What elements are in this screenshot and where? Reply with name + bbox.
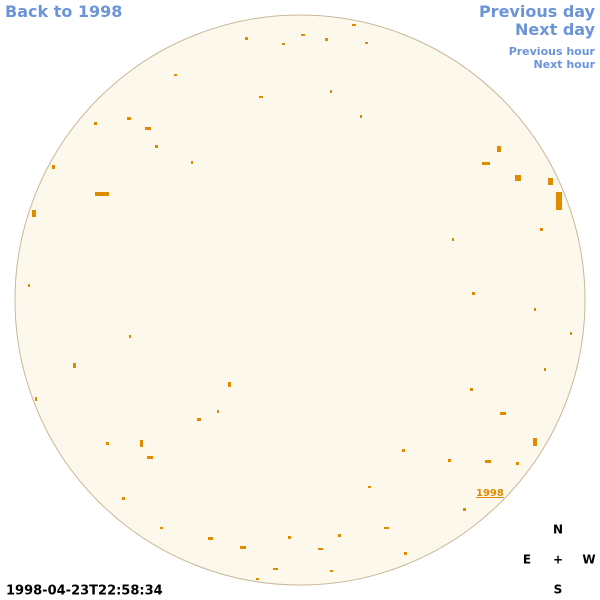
next-day-link[interactable]: Next day [515,20,595,39]
previous-hour-link[interactable]: Previous hour [508,45,595,58]
timestamp: 1998-04-23T22:58:34 [6,584,163,599]
previous-day-link[interactable]: Previous day [478,2,595,21]
compass-west: W [582,553,595,567]
region-label[interactable]: 1998 [476,488,504,499]
compass-east: E [523,553,531,567]
compass-north: N [553,523,563,537]
compass-center: + [553,553,563,567]
solar-disk [14,14,586,586]
next-hour-link[interactable]: Next hour [533,58,596,71]
back-link[interactable]: Back to 1998 [5,2,123,21]
active-regions [28,24,572,580]
compass-south: S [554,583,563,597]
